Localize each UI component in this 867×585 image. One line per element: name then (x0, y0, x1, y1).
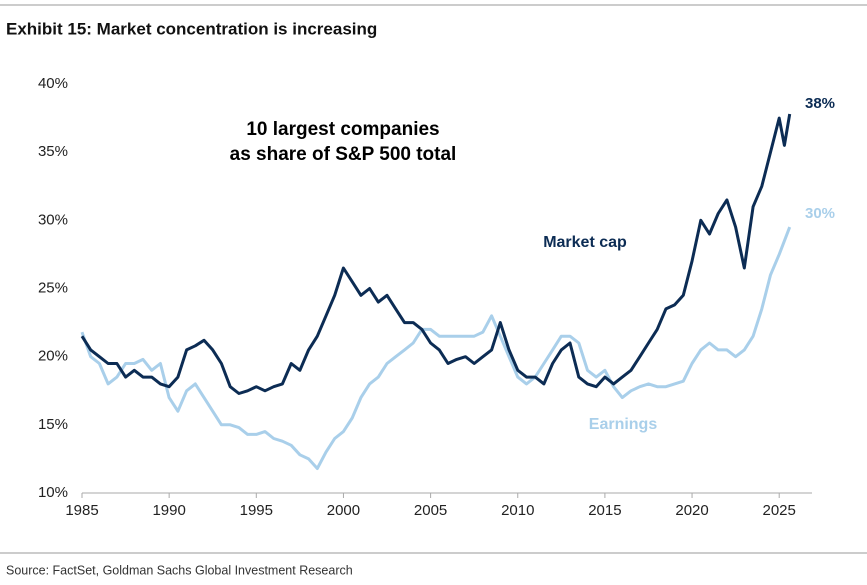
y-tick-label: 10% (38, 484, 68, 501)
series-line (80, 226, 792, 470)
y-tick-label: 20% (38, 348, 68, 365)
end-label: 30% (805, 205, 835, 222)
chart-title: Exhibit 15: Market concentration is incr… (6, 19, 377, 38)
series-line (80, 113, 792, 395)
x-tick-label: 1985 (65, 502, 98, 519)
source-note: Source: FactSet, Goldman Sachs Global In… (6, 563, 353, 577)
x-tick-label: 2015 (588, 502, 621, 519)
x-tick-label: 2020 (675, 502, 708, 519)
x-tick-label: 2005 (414, 502, 447, 519)
y-tick-label: 35% (38, 143, 68, 160)
x-tick-label: 2025 (763, 502, 796, 519)
annotation: 10 largest companies (246, 119, 439, 140)
y-tick-label: 25% (38, 279, 68, 296)
y-tick-label: 40% (38, 75, 68, 92)
x-tick-label: 2010 (501, 502, 534, 519)
legend-label: Earnings (589, 416, 658, 433)
legend-label: Market cap (543, 234, 627, 251)
y-tick-label: 15% (38, 416, 68, 433)
annotation: as share of S&P 500 total (230, 144, 457, 165)
end-label: 38% (805, 95, 835, 112)
y-tick-label: 30% (38, 211, 68, 228)
x-tick-label: 1995 (240, 502, 273, 519)
x-tick-label: 1990 (152, 502, 185, 519)
x-tick-label: 2000 (327, 502, 360, 519)
